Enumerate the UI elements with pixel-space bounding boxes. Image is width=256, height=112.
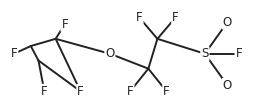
- Text: F: F: [11, 47, 17, 60]
- Text: S: S: [201, 47, 209, 60]
- Text: O: O: [105, 47, 114, 60]
- Text: F: F: [163, 85, 170, 98]
- Text: F: F: [172, 11, 179, 24]
- Text: F: F: [136, 11, 143, 24]
- Text: O: O: [223, 79, 232, 92]
- Text: F: F: [61, 18, 68, 31]
- Text: F: F: [127, 85, 134, 98]
- Text: F: F: [41, 85, 48, 98]
- Text: O: O: [223, 16, 232, 29]
- Text: F: F: [77, 85, 84, 98]
- Text: F: F: [236, 47, 242, 60]
